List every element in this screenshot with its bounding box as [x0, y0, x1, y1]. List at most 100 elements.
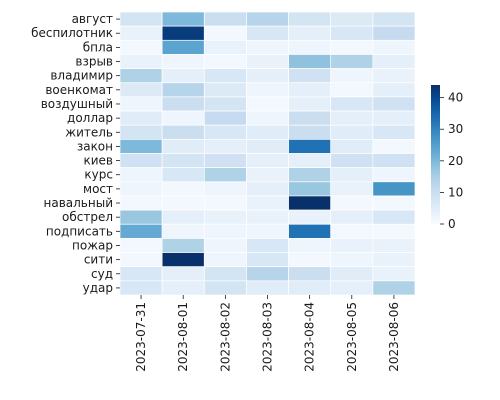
heatmap-cell [288, 167, 332, 183]
heatmap-cell [119, 139, 163, 154]
row-label: киев [83, 154, 113, 168]
heatmap-cell [330, 181, 374, 197]
heatmap-cell [119, 195, 163, 211]
row-label: доллар [67, 111, 113, 125]
heatmap-cell [119, 252, 163, 268]
heatmap-cell [288, 139, 332, 154]
heatmap-cell [246, 54, 289, 69]
heatmap-cell [246, 238, 289, 253]
heatmap-cell [330, 124, 374, 140]
heatmap-cell [119, 11, 163, 27]
heatmap-cell [330, 25, 374, 41]
heatmap-cell [246, 167, 289, 183]
heatmap-cell [203, 68, 247, 84]
heatmap-cell [288, 223, 332, 239]
heatmap-cell [288, 39, 332, 55]
heatmap-cell [119, 238, 163, 253]
column-labels: 2023-07-31 2023-08-01 2023-08-02 2023-08-03… [134, 295, 401, 372]
heatmap-cell [246, 11, 289, 27]
heatmap-cell [119, 223, 163, 239]
row-label: беспилотник [31, 26, 113, 40]
heatmap-cell [161, 252, 205, 268]
row-label: август [72, 12, 113, 26]
row-label: подписать [46, 224, 113, 238]
heatmap-cell [330, 68, 374, 84]
heatmap-cell [246, 110, 289, 126]
column-label: 2023-07-31 [134, 302, 148, 372]
row-label: мост [83, 182, 113, 196]
heatmap-cell [330, 195, 374, 211]
heatmap-cell [288, 96, 332, 112]
heatmap-cell [372, 238, 416, 253]
row-label: удар [83, 281, 113, 295]
heatmap-cell [119, 25, 163, 41]
column-label: 2023-08-06 [387, 302, 401, 372]
heatmap-cell [246, 82, 289, 98]
heatmap-cell [288, 266, 332, 282]
column-label: 2023-08-04 [303, 302, 317, 372]
heatmap-cell [246, 39, 289, 55]
heatmap-cell [246, 223, 289, 239]
heatmap-cell [372, 153, 416, 168]
heatmap-cell [288, 153, 332, 168]
row-label: курс [84, 168, 113, 182]
heatmap-cell [330, 110, 374, 126]
heatmap-cell [119, 82, 163, 98]
colorbar-tick-label: 0 [448, 217, 456, 231]
heatmap-cell [161, 223, 205, 239]
heatmap-cell [246, 68, 289, 84]
heatmap-cell [161, 39, 205, 55]
heatmap-cell [161, 167, 205, 183]
colorbar [431, 85, 440, 224]
heatmap-cell [203, 139, 247, 154]
heatmap-cell [161, 238, 205, 253]
heatmap-cell [330, 209, 374, 225]
heatmap-cell [288, 11, 332, 27]
row-label: пожар [72, 238, 113, 252]
heatmap-cell [161, 110, 205, 126]
heatmap-cell [203, 167, 247, 183]
row-label: сити [84, 253, 113, 267]
row-label: владимир [50, 69, 113, 83]
heatmap-cell [246, 139, 289, 154]
heatmap-cell [203, 223, 247, 239]
heatmap-cell [203, 153, 247, 168]
heatmap-cell [161, 266, 205, 282]
heatmap-cell [372, 167, 416, 183]
heatmap-cell [372, 96, 416, 112]
column-label: 2023-08-01 [176, 302, 190, 372]
heatmap-cell [119, 96, 163, 112]
heatmap-cell [161, 11, 205, 27]
heatmap-cell [372, 39, 416, 55]
heatmap-cell [203, 82, 247, 98]
heatmap-cell [372, 252, 416, 268]
heatmap-cell [372, 209, 416, 225]
colorbar-tick-label: 20 [448, 154, 463, 168]
colorbar-tick-label: 30 [448, 122, 463, 136]
heatmap-cell [246, 280, 289, 296]
heatmap-cell [246, 153, 289, 168]
heatmap-cell [372, 223, 416, 239]
heatmap-cell [203, 238, 247, 253]
heatmap-cell [288, 181, 332, 197]
heatmap-cell [288, 209, 332, 225]
row-label: закон [77, 139, 113, 153]
heatmap-cell [330, 280, 374, 296]
heatmap-cell [372, 68, 416, 84]
heatmap-cell [330, 223, 374, 239]
heatmap-cell [288, 252, 332, 268]
heatmap-cell [288, 280, 332, 296]
heatmap-cell [161, 280, 205, 296]
heatmap-cell [288, 238, 332, 253]
heatmap-cell [161, 153, 205, 168]
heatmap-cell [161, 25, 205, 41]
row-label: навальный [44, 196, 114, 210]
heatmap-cell [161, 195, 205, 211]
heatmap-cell [246, 124, 289, 140]
heatmap-cell [372, 181, 416, 197]
heatmap-cell [119, 68, 163, 84]
heatmap-cell [330, 96, 374, 112]
heatmap-cell [119, 181, 163, 197]
column-label: 2023-08-02 [218, 302, 232, 372]
